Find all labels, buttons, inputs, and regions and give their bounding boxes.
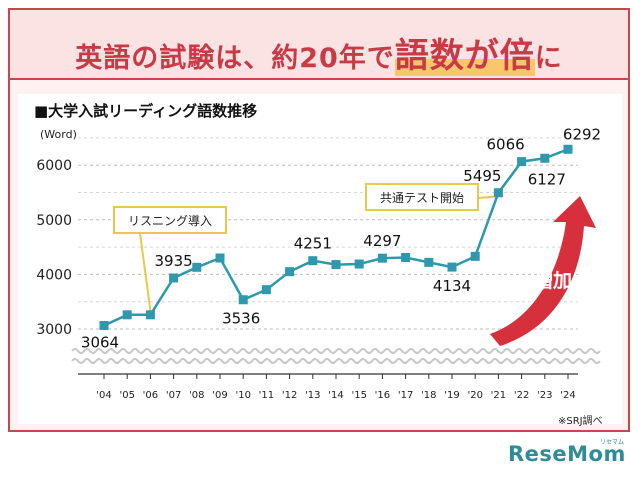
- callout-leader: [477, 195, 495, 199]
- trend-arrow-label: 増加: [534, 269, 572, 292]
- x-tick-label: '19: [444, 390, 459, 401]
- data-point: [238, 295, 248, 305]
- y-axis-unit: (Word): [40, 128, 77, 141]
- data-label: 6292: [563, 125, 601, 143]
- data-point: [331, 260, 341, 270]
- chart-panel: [18, 94, 622, 424]
- data-label: 6127: [528, 170, 566, 188]
- data-label: 4297: [363, 232, 401, 250]
- x-tick-label: '17: [398, 390, 413, 401]
- x-tick-label: '12: [282, 390, 297, 401]
- data-label: 3064: [81, 334, 119, 352]
- x-tick-label: '18: [421, 390, 436, 401]
- resemom-logo-sub: リセマム: [600, 439, 625, 446]
- headline-pre: 英語の試験は、約20年で: [75, 43, 395, 74]
- resemom-logo: ReseMom: [508, 442, 626, 466]
- x-tick-label: '11: [259, 390, 274, 401]
- x-tick-label: '09: [212, 390, 227, 401]
- y-tick-label: 6000: [36, 158, 72, 174]
- data-label: 4251: [294, 235, 332, 253]
- x-tick-label: '16: [375, 390, 390, 401]
- headline-text: 英語の試験は、約20年で語数が倍に: [10, 28, 628, 77]
- x-tick-label: '15: [351, 390, 366, 401]
- data-point: [424, 257, 434, 267]
- x-tick-label: '22: [514, 390, 529, 401]
- y-tick-label: 4000: [36, 267, 72, 283]
- data-label: 6066: [487, 136, 525, 154]
- data-point: [540, 153, 550, 163]
- callout-box: [113, 206, 227, 234]
- x-tick-label: '07: [166, 390, 181, 401]
- data-point: [493, 188, 503, 198]
- data-point: [192, 262, 202, 272]
- data-point: [122, 310, 132, 320]
- data-point: [377, 253, 387, 263]
- axis-break-wave: [71, 348, 601, 354]
- x-tick-label: '08: [189, 390, 204, 401]
- x-tick-label: '05: [119, 390, 134, 401]
- data-point: [470, 251, 480, 261]
- data-point: [563, 144, 573, 154]
- chart-title: ■大学入試リーディング語数推移: [34, 102, 258, 120]
- trend-arrow: [490, 196, 596, 346]
- callout-leader: [139, 232, 152, 311]
- data-point: [99, 321, 109, 331]
- x-tick-label: '04: [96, 390, 111, 401]
- callout-label: リスニング導入: [128, 214, 212, 228]
- data-point: [169, 273, 179, 283]
- data-point: [354, 259, 364, 269]
- data-point: [447, 262, 457, 272]
- headline-post: に: [534, 43, 563, 74]
- source-note: ※SRJ調べ: [558, 416, 603, 427]
- headline-banner: 英語の試験は、約20年で語数が倍に: [10, 10, 628, 80]
- data-point: [401, 252, 411, 262]
- data-point: [145, 310, 155, 320]
- x-tick-label: '20: [467, 390, 482, 401]
- headline-highlight: 語数が倍: [394, 36, 535, 76]
- x-tick-label: '06: [143, 390, 158, 401]
- data-point: [285, 267, 295, 277]
- y-tick-label: 5000: [36, 213, 72, 229]
- callout-box: [365, 183, 479, 211]
- x-tick-label: '10: [235, 390, 250, 401]
- callout-label: 共通テスト開始: [380, 191, 464, 205]
- y-tick-label: 3000: [36, 322, 72, 338]
- data-label: 3935: [155, 252, 193, 270]
- data-point: [215, 253, 225, 263]
- x-tick-label: '23: [537, 390, 552, 401]
- data-label: 4134: [433, 277, 471, 295]
- x-tick-label: '21: [491, 390, 506, 401]
- data-label: 5495: [463, 167, 501, 185]
- axis-break-wave: [71, 358, 601, 364]
- data-label: 3536: [222, 310, 260, 328]
- data-point: [517, 157, 527, 167]
- x-tick-label: '14: [328, 390, 343, 401]
- x-tick-label: '24: [560, 390, 575, 401]
- data-point: [261, 285, 271, 295]
- x-tick-label: '13: [305, 390, 320, 401]
- data-point: [308, 256, 318, 266]
